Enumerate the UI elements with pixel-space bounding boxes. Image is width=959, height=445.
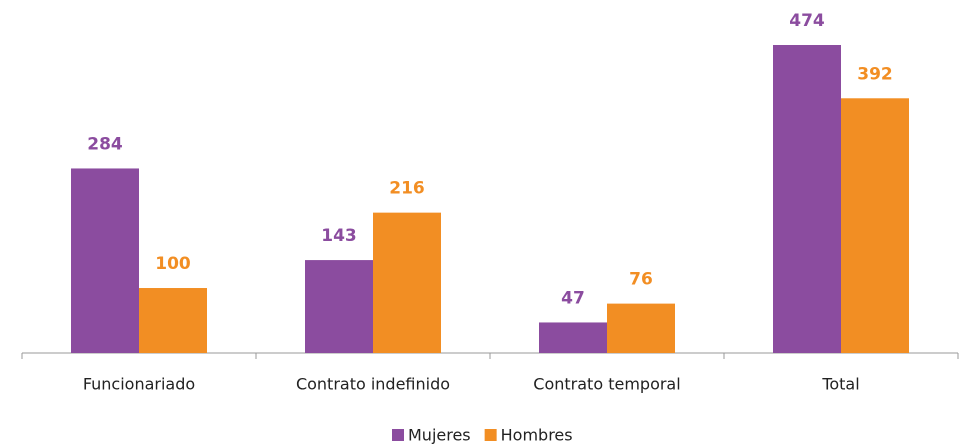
data-label: 216: [389, 179, 425, 199]
data-label: 47: [561, 288, 585, 308]
bar: [139, 288, 207, 353]
bar: [841, 98, 909, 353]
data-label: 100: [155, 254, 191, 274]
x-tick-label: Contrato indefinido: [296, 375, 450, 394]
data-label: 474: [789, 11, 825, 31]
legend-label: Mujeres: [408, 426, 471, 445]
bar: [607, 303, 675, 353]
legend-label: Hombres: [501, 426, 573, 445]
bar: [773, 45, 841, 353]
bar: [373, 212, 441, 353]
data-label: 143: [321, 226, 357, 246]
bar: [305, 260, 373, 353]
bar: [539, 322, 607, 353]
data-label: 284: [87, 134, 123, 154]
x-tick-label: Funcionariado: [83, 375, 195, 394]
bar: [71, 168, 139, 353]
data-label: 392: [857, 64, 893, 84]
legend-swatch: [392, 429, 404, 441]
x-tick-label: Total: [821, 375, 859, 394]
legend-swatch: [484, 429, 497, 441]
data-label: 76: [629, 270, 653, 290]
x-tick-label: Contrato temporal: [533, 375, 680, 394]
